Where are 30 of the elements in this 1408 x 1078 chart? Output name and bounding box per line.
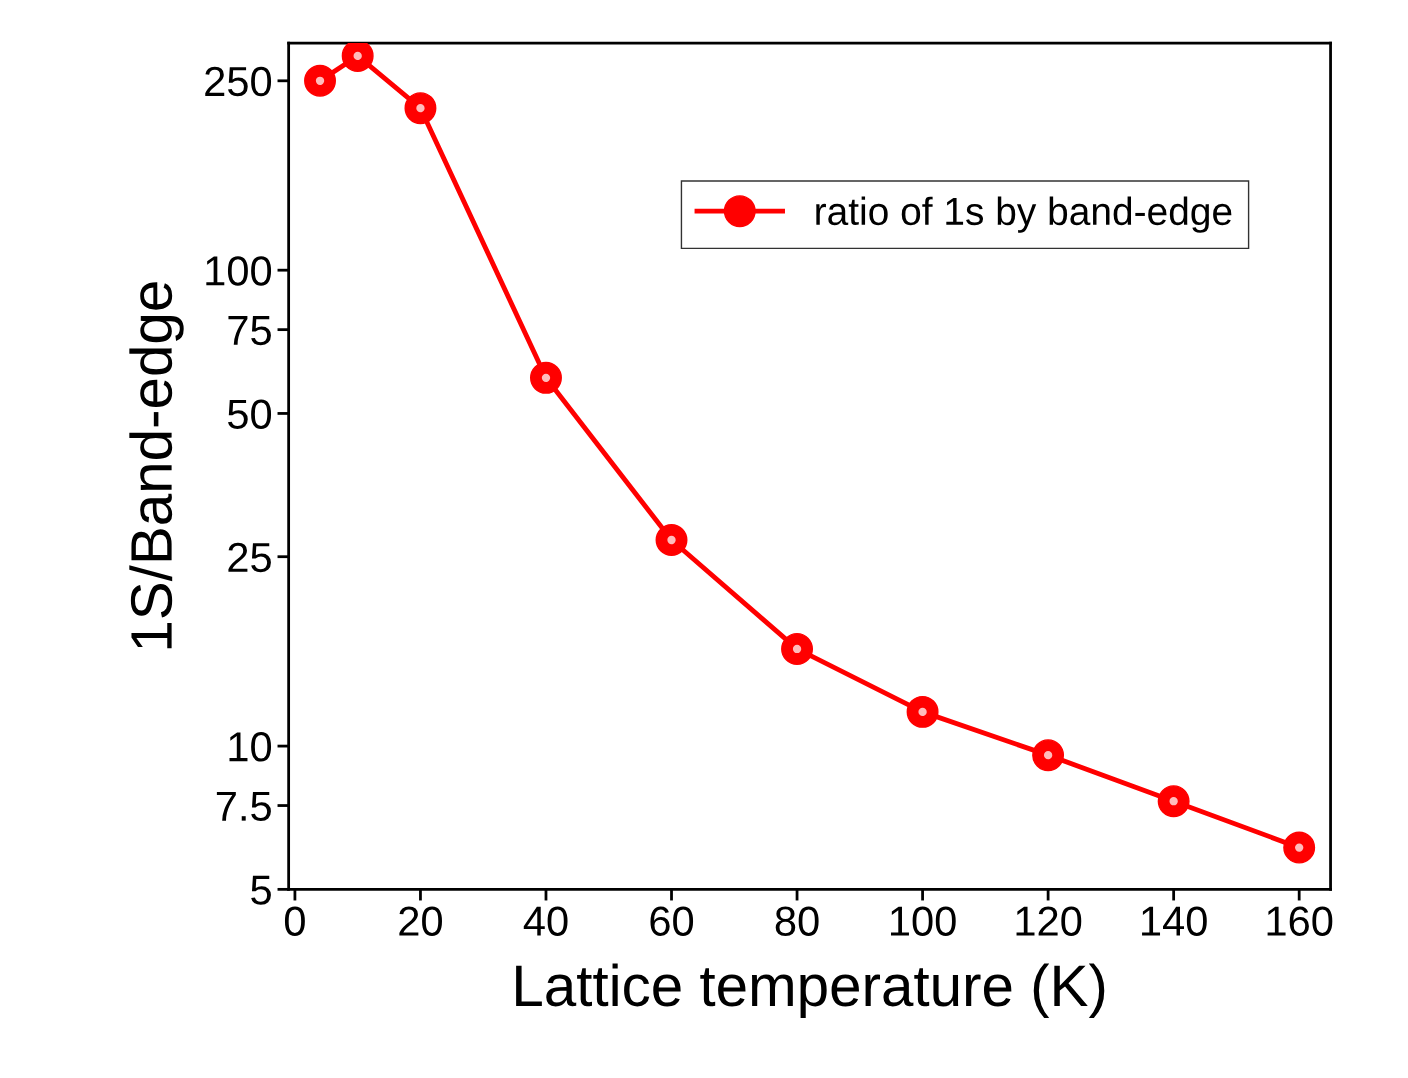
y-tick-label: 5 bbox=[251, 875, 271, 905]
x-tick-label: 0 bbox=[284, 906, 305, 936]
y-axis-title: 1S/Band-edge bbox=[129, 282, 184, 649]
x-tick-label: 60 bbox=[650, 906, 694, 936]
x-tick-label: 160 bbox=[1267, 906, 1333, 936]
y-tick-label: 7.5 bbox=[216, 791, 271, 822]
point bbox=[1032, 739, 1065, 772]
x-tick-label: 100 bbox=[891, 906, 956, 936]
y-tick-label: 100 bbox=[206, 256, 272, 286]
point bbox=[341, 43, 374, 72]
point bbox=[906, 695, 939, 728]
y-tick-label: 50 bbox=[227, 399, 272, 429]
x-tick-label: 40 bbox=[523, 906, 568, 936]
point bbox=[1283, 831, 1316, 864]
point bbox=[655, 524, 688, 557]
point bbox=[304, 64, 336, 97]
point bbox=[781, 632, 814, 665]
legend-label: ratio of 1s by band-edge bbox=[816, 196, 1232, 233]
point bbox=[530, 361, 562, 394]
y-tick-label: 250 bbox=[205, 66, 272, 97]
point bbox=[1157, 785, 1190, 818]
point bbox=[404, 92, 437, 125]
x-tick-label: 20 bbox=[399, 906, 442, 936]
x-tick-label: 80 bbox=[775, 906, 819, 936]
y-tick-label: 10 bbox=[229, 732, 272, 762]
x-tick-label: 120 bbox=[1016, 906, 1082, 936]
x-tick-label: 140 bbox=[1142, 906, 1207, 936]
y-tick-label: 25 bbox=[228, 542, 271, 573]
y-tick-label: 75 bbox=[228, 316, 271, 346]
x-axis-title: Lattice temperature (K) bbox=[516, 963, 1105, 1018]
